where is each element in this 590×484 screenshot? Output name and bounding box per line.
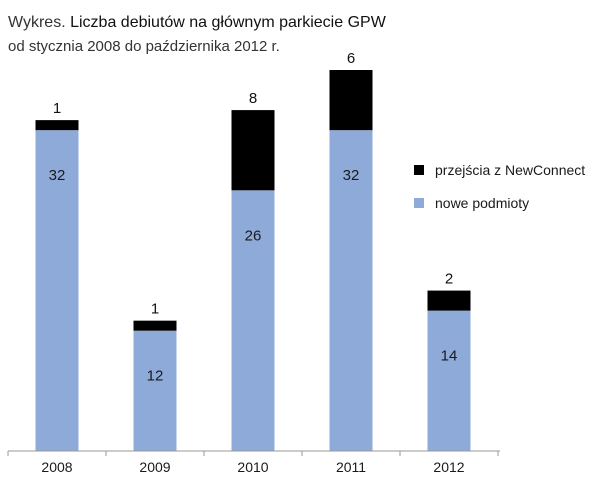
legend-label-newconnect: przejścia z NewConnect [435,162,586,178]
data-label-nowe-podmioty-2010: 26 [245,227,262,244]
x-axis-category-labels: 2008 2009 2010 2011 2012 [41,459,464,475]
legend-swatch-nowe-podmioty [414,198,424,208]
chart-title-prefix: Wykres. [8,14,66,31]
data-label-newconnect-2011: 6 [347,50,355,67]
bar-segment-nowe-podmioty-2011 [329,130,373,451]
data-label-nowe-podmioty-2012: 14 [441,348,458,365]
x-axis-label-2008: 2008 [41,459,72,475]
x-axis-label-2010: 2010 [237,459,268,475]
bar-segment-newconnect-2011 [329,70,373,131]
legend: przejścia z NewConnect nowe podmioty [414,160,585,226]
data-label-newconnect-2008: 1 [53,100,61,117]
data-label-newconnect-2012: 2 [445,271,453,288]
bar-segment-newconnect-2008 [35,120,79,131]
data-label-nowe-podmioty-2011: 32 [343,167,360,184]
data-label-newconnect-2010: 8 [249,90,257,107]
chart-subtitle: od stycznia 2008 do października 2012 r. [8,38,280,55]
bars-group [35,70,471,451]
labels-group: 32 1 12 1 26 8 32 6 14 2 [49,50,458,385]
legend-swatch-newconnect [414,165,424,175]
x-axis-label-2012: 2012 [433,459,464,475]
chart-title: Wykres. Liczba debiutów na głównym parki… [8,14,386,32]
x-axis-label-2011: 2011 [336,459,366,475]
bar-segment-nowe-podmioty-2010 [231,190,275,451]
bar-segment-nowe-podmioty-2009 [133,330,177,451]
x-axis-ticks [7,451,499,456]
bar-segment-nowe-podmioty-2012 [427,310,471,451]
bar-segment-newconnect-2010 [231,110,275,191]
data-label-newconnect-2009: 1 [151,301,159,318]
legend-item-nowe-podmioty: nowe podmioty [414,193,585,213]
data-label-nowe-podmioty-2008: 32 [49,167,66,184]
bar-segment-newconnect-2009 [133,320,177,331]
x-axis-label-2009: 2009 [139,459,170,475]
bar-segment-newconnect-2012 [427,290,471,311]
legend-item-newconnect: przejścia z NewConnect [414,160,585,180]
legend-label-nowe-podmioty: nowe podmioty [435,195,530,211]
data-label-nowe-podmioty-2009: 12 [147,368,164,385]
bar-segment-nowe-podmioty-2008 [35,130,79,451]
chart-title-main: Liczba debiutów na głównym parkiecie GPW [70,14,386,31]
